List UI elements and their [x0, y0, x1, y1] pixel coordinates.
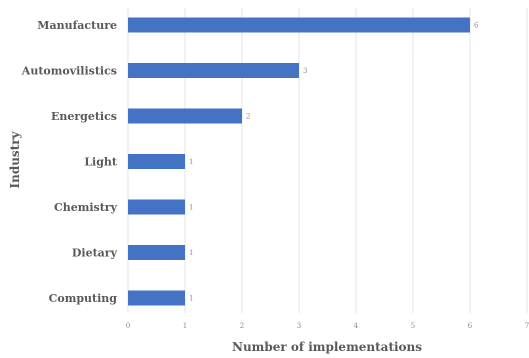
x-tick-label: 2 — [240, 322, 244, 330]
data-label: 1 — [189, 295, 193, 303]
category-label: Chemistry — [54, 201, 118, 214]
y-axis-title: Industry — [8, 130, 22, 188]
bar-dietary — [128, 245, 185, 260]
data-label: 1 — [189, 204, 193, 212]
data-label: 3 — [303, 67, 307, 75]
x-tick-label: 3 — [297, 322, 301, 330]
data-label: 6 — [474, 22, 479, 30]
data-label: 1 — [189, 158, 193, 166]
x-tick-label: 5 — [411, 322, 415, 330]
bar-manufacture — [128, 17, 470, 33]
data-labels: 6 3 2 1 1 1 1 — [189, 22, 479, 303]
bar-automovilistics — [128, 63, 299, 78]
category-label: Dietary — [72, 247, 118, 260]
data-label: 1 — [189, 249, 193, 257]
bar-energetics — [128, 108, 242, 124]
x-tick-label: 4 — [354, 322, 359, 330]
x-tick-label: 0 — [126, 322, 130, 330]
category-label: Computing — [49, 292, 118, 305]
bar-chemistry — [128, 199, 185, 215]
gridlines — [127, 8, 528, 313]
bar-computing — [128, 290, 185, 306]
x-tick-label: 6 — [468, 322, 473, 330]
x-tick-labels: 0 1 2 3 4 5 6 7 — [126, 322, 529, 330]
category-label: Light — [84, 156, 118, 169]
data-label: 2 — [246, 113, 250, 121]
category-label: Manufacture — [37, 19, 117, 32]
bar-light — [128, 154, 185, 169]
category-label: Energetics — [51, 110, 117, 123]
bars — [128, 17, 470, 306]
x-tick-label: 1 — [183, 322, 187, 330]
category-labels: Manufacture Automovilistics Energetics Ligh… — [21, 19, 118, 305]
x-axis-title: Number of implementations — [232, 340, 422, 354]
x-tick-label: 7 — [525, 322, 529, 330]
category-label: Automovilistics — [21, 65, 117, 78]
